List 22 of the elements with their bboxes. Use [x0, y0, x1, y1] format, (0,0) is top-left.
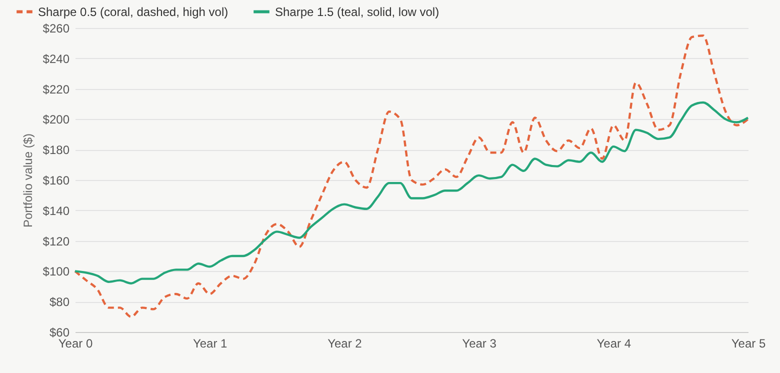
y-tick-label: $80	[49, 295, 70, 310]
x-tick-label: Year 0	[58, 336, 93, 350]
x-tick-label: Year 3	[462, 336, 497, 350]
y-tick-label: $260	[42, 22, 70, 36]
line-series	[74, 34, 750, 318]
y-tick-label: $180	[42, 143, 70, 158]
y-tick-label: $100	[42, 264, 70, 279]
y-tick-label: $240	[42, 52, 70, 66]
x-tick-label: Year 4	[596, 336, 632, 350]
y-tick-label: $60	[49, 326, 70, 340]
x-tick-label: Year 5	[731, 336, 766, 350]
y-tick-label: $200	[42, 112, 70, 127]
y-tick-label: $120	[42, 234, 70, 248]
x-tick-label: Year 1	[192, 336, 228, 350]
line-series	[74, 101, 750, 284]
y-tick-label: $140	[42, 204, 70, 218]
legend-label: Sharpe 0.5 (coral, dashed, high vol)	[38, 4, 228, 19]
y-tick-label: $220	[42, 82, 70, 96]
x-tick-label: Year 2	[328, 336, 362, 350]
y-axis-title: Portfolio value ($)	[20, 133, 35, 228]
legend-label: Sharpe 1.5 (teal, solid, low vol)	[275, 4, 440, 19]
y-tick-label: $160	[42, 174, 70, 188]
